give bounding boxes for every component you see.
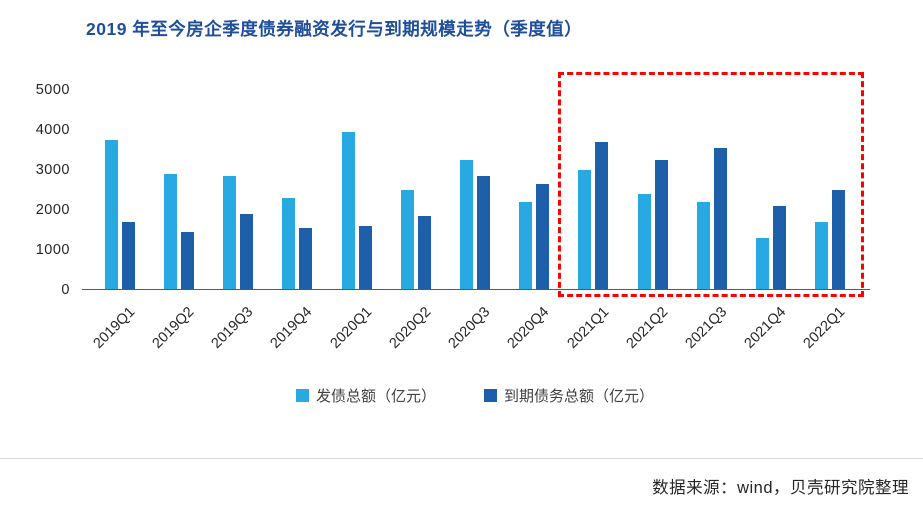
bar [240, 214, 254, 290]
y-tick-label: 4000 [35, 122, 70, 138]
x-axis-labels: 2019Q1 2019Q2 2019Q3 2019Q4 2020Q1 2020Q2 2020… [90, 290, 860, 370]
y-tick-label: 1000 [35, 242, 70, 258]
bar-chart: 0 1000 2000 3000 4000 5000 2019Q1 2019Q2 2019Q3… [0, 70, 923, 380]
y-tick-label: 3000 [35, 162, 70, 178]
legend-swatch-icon [295, 389, 309, 402]
bar [756, 238, 770, 290]
x-tick-label: 2021Q4 [741, 304, 790, 352]
bar-group-2019Q1 [90, 90, 149, 290]
bar-group-2021Q2 [623, 90, 682, 290]
legend-label: 到期债务总额（亿元） [504, 388, 655, 405]
legend-label: 发债总额（亿元） [315, 388, 436, 405]
x-tick-label: 2019Q3 [208, 304, 257, 352]
bar [163, 174, 177, 290]
bar [696, 202, 710, 290]
x-tick-label: 2021Q1 [564, 304, 612, 352]
source-text: 数据来源：wind，贝壳研究院整理 [652, 479, 909, 497]
bar-group-2020Q2 [386, 90, 445, 290]
x-tick-label: 2020Q3 [445, 304, 494, 352]
x-tick-label: 2019Q1 [90, 304, 139, 352]
bar [358, 226, 372, 290]
x-tick-label: 2021Q2 [623, 304, 672, 352]
legend-swatch-icon [484, 389, 497, 402]
chart-title: 2019 年至今房企季度债券融资发行与到期规模走势（季度值） [86, 19, 583, 39]
bar [121, 222, 135, 290]
bar-group-2021Q1 [564, 90, 623, 290]
bar [299, 228, 313, 290]
bar [832, 190, 846, 290]
bar [773, 206, 787, 290]
legend: 发债总额（亿元） 到期债务总额（亿元） [90, 385, 860, 406]
bar [104, 140, 118, 290]
plot-area: 2019Q1 2019Q2 2019Q3 2019Q4 2020Q1 2020Q2 2020… [82, 72, 870, 352]
bar-group-2021Q4 [742, 90, 801, 290]
y-axis: 0 1000 2000 3000 4000 5000 [0, 82, 78, 298]
bar [713, 148, 727, 290]
bar-group-2019Q4 [268, 90, 327, 290]
bar [180, 232, 194, 290]
bar-group-2019Q2 [149, 90, 208, 290]
x-tick-label: 2019Q2 [149, 304, 198, 352]
x-tick-label: 2022Q1 [800, 304, 849, 352]
y-tick-label: 2000 [35, 202, 70, 218]
bar-groups [90, 90, 860, 290]
legend-item: 到期债务总额（亿元） [484, 385, 654, 406]
legend-item: 发债总额（亿元） [295, 385, 436, 406]
bar [815, 222, 829, 290]
y-tick-label: 5000 [35, 82, 70, 98]
x-tick-label: 2020Q4 [504, 304, 553, 352]
bar [417, 216, 431, 290]
bar-group-2020Q1 [327, 90, 386, 290]
bar-group-2020Q4 [505, 90, 564, 290]
x-tick-label: 2020Q2 [386, 304, 435, 352]
bar [654, 160, 668, 290]
x-tick-label: 2021Q3 [682, 304, 731, 352]
y-tick-label: 0 [61, 282, 70, 298]
x-tick-label: 2019Q4 [267, 304, 316, 352]
bar [536, 184, 550, 290]
bar [595, 142, 609, 290]
bar-group-2022Q1 [801, 90, 860, 290]
bar [223, 176, 237, 290]
bar [637, 194, 651, 290]
bar [341, 132, 355, 290]
x-axis-line [82, 288, 870, 290]
bar [519, 202, 533, 290]
x-tick-label: 2020Q1 [327, 304, 375, 352]
bar [477, 176, 491, 290]
bar-group-2021Q3 [682, 90, 741, 290]
bar [460, 160, 474, 290]
divider [0, 458, 923, 459]
bar-group-2020Q3 [445, 90, 504, 290]
bar [282, 198, 296, 290]
bar-group-2019Q3 [208, 90, 267, 290]
bar [400, 190, 414, 290]
bar [578, 170, 592, 290]
